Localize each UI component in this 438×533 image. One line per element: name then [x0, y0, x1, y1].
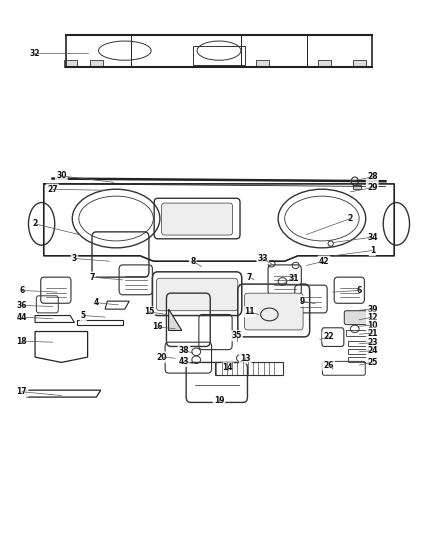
- Bar: [215, 362, 283, 375]
- FancyBboxPatch shape: [162, 203, 233, 235]
- Text: 21: 21: [367, 329, 378, 337]
- Text: 34: 34: [367, 233, 378, 241]
- Bar: [353, 60, 366, 67]
- Text: 9: 9: [300, 297, 305, 305]
- FancyBboxPatch shape: [244, 293, 303, 330]
- Text: 29: 29: [367, 183, 378, 192]
- Text: 12: 12: [367, 313, 378, 321]
- Text: 36: 36: [17, 301, 27, 310]
- Text: 4: 4: [94, 298, 99, 307]
- Text: 30: 30: [56, 172, 67, 180]
- FancyBboxPatch shape: [156, 278, 238, 311]
- Text: 17: 17: [17, 387, 27, 396]
- Bar: [348, 357, 368, 362]
- Text: 11: 11: [244, 308, 255, 316]
- Text: 39: 39: [367, 305, 378, 313]
- Text: 38: 38: [179, 346, 189, 355]
- Bar: [353, 185, 361, 189]
- Text: 6: 6: [357, 286, 362, 295]
- Text: 16: 16: [152, 322, 163, 331]
- Text: 2: 2: [348, 214, 353, 223]
- Text: 32: 32: [30, 49, 40, 58]
- Text: 27: 27: [47, 185, 58, 193]
- Text: 19: 19: [214, 397, 224, 405]
- Text: 7: 7: [247, 273, 252, 281]
- Bar: [193, 46, 245, 65]
- Polygon shape: [169, 309, 182, 330]
- Text: 7: 7: [89, 273, 95, 281]
- Text: 33: 33: [258, 254, 268, 263]
- Text: 24: 24: [367, 346, 378, 355]
- Bar: [90, 60, 103, 67]
- Text: 13: 13: [240, 354, 251, 362]
- Text: 2: 2: [32, 220, 38, 228]
- Text: 3: 3: [72, 254, 77, 263]
- Text: 14: 14: [223, 364, 233, 372]
- Text: 28: 28: [367, 173, 378, 181]
- Text: 31: 31: [288, 274, 299, 282]
- Bar: [346, 330, 368, 336]
- Text: 25: 25: [367, 358, 378, 367]
- Bar: [318, 60, 331, 67]
- Text: 6: 6: [19, 286, 25, 295]
- Text: 20: 20: [157, 353, 167, 361]
- Bar: [348, 349, 368, 354]
- Text: 35: 35: [231, 332, 242, 340]
- Text: 43: 43: [179, 357, 189, 366]
- Bar: [64, 60, 77, 67]
- Text: 1: 1: [370, 246, 375, 255]
- Text: 26: 26: [323, 361, 334, 369]
- FancyBboxPatch shape: [344, 311, 370, 325]
- Text: 44: 44: [17, 313, 27, 321]
- Text: 10: 10: [367, 321, 378, 329]
- Text: 5: 5: [81, 311, 86, 320]
- Text: 23: 23: [367, 338, 378, 347]
- Text: 15: 15: [144, 308, 154, 316]
- Bar: [256, 60, 269, 67]
- Text: 42: 42: [319, 257, 329, 265]
- Text: 18: 18: [17, 337, 27, 345]
- Text: 8: 8: [190, 257, 195, 265]
- Bar: [348, 341, 368, 346]
- Text: 22: 22: [323, 333, 334, 341]
